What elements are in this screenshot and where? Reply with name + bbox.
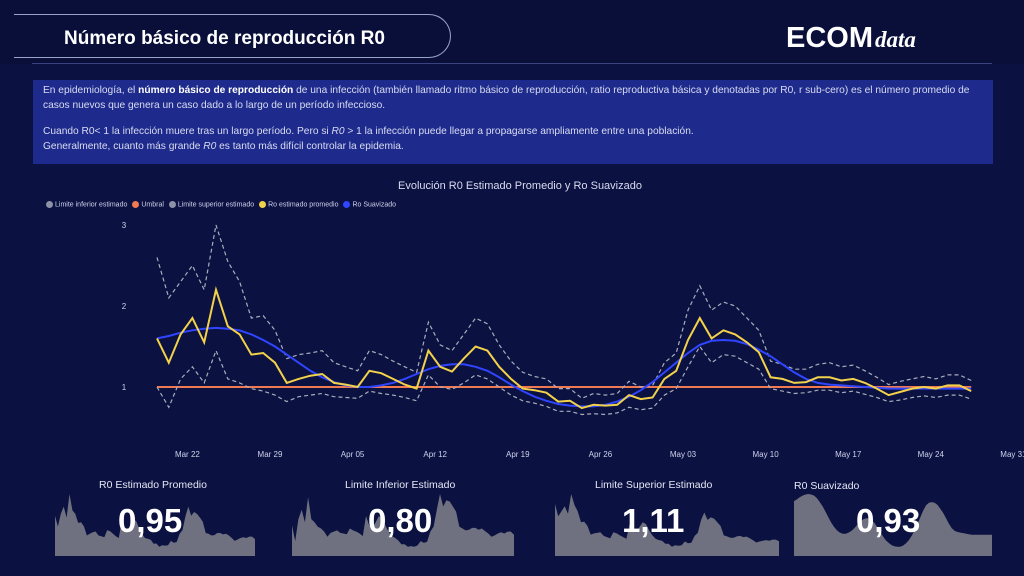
logo-main-text: ECOM	[786, 22, 873, 54]
kpi-value-r0-suavizado: 0,93	[856, 502, 921, 539]
legend-marker-icon	[46, 201, 53, 208]
sparkline-limite-inferior	[292, 494, 514, 556]
logo-sub-text: data	[875, 27, 916, 52]
chart-title: Evolución R0 Estimado Promedio y Ro Suav…	[398, 180, 642, 192]
x-tick-label: Apr 12	[423, 450, 447, 459]
x-tick-label: May 17	[835, 450, 862, 459]
legend-marker-icon	[259, 201, 267, 208]
header-divider	[32, 63, 992, 64]
info-paragraph-3: Generalmente, cuanto más grande R0 es ta…	[43, 140, 983, 155]
legend-item[interactable]: Ro Suavizado	[343, 201, 396, 208]
legend-item[interactable]: Limite superior estimado	[168, 201, 255, 209]
info-paragraph-1: En epidemiología, el número básico de re…	[43, 84, 983, 113]
legend-marker-icon	[132, 201, 140, 208]
chart-legend: Limite inferior estimado Umbral Limite s…	[46, 201, 399, 208]
x-tick-label: May 31	[1000, 450, 1024, 459]
kpi-label-r0-estimado: R0 Estimado Promedio	[99, 479, 207, 491]
y-tick-label: 3	[122, 221, 127, 230]
x-tick-label: Apr 26	[589, 450, 613, 459]
x-tick-label: May 24	[918, 450, 945, 459]
legend-label: Limite inferior estimado	[55, 201, 128, 209]
info-highlight: número básico de reproducción	[138, 85, 294, 96]
legend-marker-icon	[168, 201, 176, 208]
info-paragraph-2: Cuando R0< 1 la infección muere tras un …	[43, 125, 983, 140]
title-pill	[14, 14, 451, 58]
kpi-value-limite-inferior: 0,80	[368, 502, 433, 539]
legend-label: Ro Suavizado	[352, 201, 397, 209]
legend-item[interactable]: Umbral	[132, 201, 164, 208]
legend-label: Ro estimado promedio	[268, 201, 339, 209]
legend-item[interactable]: Ro estimado promedio	[259, 201, 339, 209]
y-tick-label: 2	[122, 302, 127, 311]
x-tick-label: Mar 29	[258, 450, 283, 459]
info-text: Cuando R0< 1 la infección muere tras un …	[43, 126, 332, 137]
kpi-value-limite-superior: 1,11	[622, 502, 685, 539]
kpi-label-limite-inferior: Limite Inferior Estimado	[345, 479, 456, 491]
info-italic: R0	[331, 126, 345, 137]
info-text: > 1 la infección puede llegar a propagar…	[344, 126, 694, 137]
legend-item[interactable]: Limite inferior estimado	[46, 201, 127, 208]
kpi-value-r0-estimado: 0,95	[118, 502, 183, 539]
sparkline-limite-superior	[555, 494, 779, 556]
brand-logo: ECOMdata	[786, 22, 916, 54]
legend-label: Umbral	[141, 201, 164, 209]
kpi-label-limite-superior: Limite Superior Estimado	[595, 479, 713, 491]
lower-bound-line	[156, 345, 972, 416]
y-tick-label: 1	[122, 383, 127, 392]
sparkline-r0-estimado	[55, 494, 255, 556]
x-tick-label: Apr 19	[506, 450, 530, 459]
legend-label: Limite superior estimado	[177, 201, 255, 209]
info-text: Generalmente, cuanto más grande	[43, 140, 204, 152]
estimate-line	[156, 286, 972, 410]
info-italic: R0	[203, 140, 217, 152]
info-text: En epidemiología, el	[43, 85, 139, 96]
smoothed-line	[156, 326, 972, 408]
kpi-label-r0-suavizado: R0 Suavizado	[794, 480, 860, 492]
x-tick-label: Apr 05	[341, 450, 365, 459]
sparkline-r0-suavizado	[794, 494, 992, 556]
x-tick-label: May 03	[670, 450, 697, 459]
page-title: Número básico de reproducción R0	[64, 28, 385, 49]
x-tick-label: Mar 22	[175, 450, 200, 459]
info-text: es tanto más difícil controlar la epidem…	[216, 140, 404, 152]
x-tick-label: May 10	[752, 450, 779, 459]
info-panel: En epidemiología, el número básico de re…	[33, 80, 993, 164]
legend-marker-icon	[343, 201, 351, 208]
info-text: de una infección (también llamado ritmo …	[43, 85, 970, 111]
